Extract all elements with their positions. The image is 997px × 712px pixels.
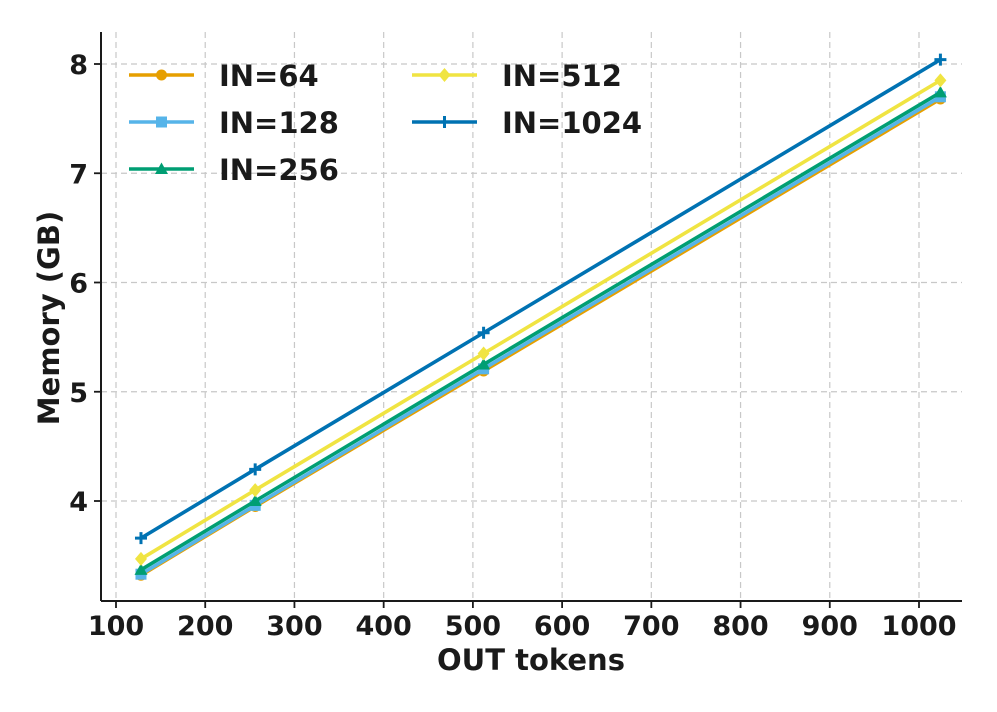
legend: IN=64 IN=128 IN=256 IN=512 IN=1024 [129,59,642,187]
series-line [139,90,943,572]
legend-marker [155,162,168,174]
x-tick-label: 500 [445,611,501,642]
series-lines [134,53,947,581]
y-tick-label: 5 [69,378,88,409]
data-point [134,563,148,575]
axes [100,32,962,602]
y-tick-label: 8 [69,50,88,81]
x-tick-label: 100 [88,611,144,642]
x-tick-label: 200 [177,611,233,642]
x-tick-label: 600 [534,611,590,642]
data-point [933,85,947,98]
series-IN=512 [134,73,947,566]
data-point [248,494,262,506]
legend-item: IN=128 [129,106,339,140]
legend-item: IN=64 [129,59,319,93]
y-tick-label: 6 [69,269,88,300]
y-axis-title: Memory (GB) [32,211,66,425]
data-point [249,463,262,476]
legend-label: IN=256 [219,153,339,187]
x-tick-label: 700 [623,611,679,642]
series-line [139,57,943,540]
x-axis-title: OUT tokens [437,643,625,677]
legend-marker [438,116,451,128]
legend-label: IN=128 [219,106,339,140]
y-ticks: 4 5 6 7 8 [69,50,101,518]
legend-item: IN=1024 [412,106,642,140]
legend-label: IN=512 [502,59,622,93]
legend-marker [438,68,451,82]
legend-label: IN=1024 [502,106,642,140]
x-ticks: 100 200 300 400 500 600 700 800 900 1000 [88,601,957,642]
x-tick-label: 400 [355,611,411,642]
y-tick-label: 7 [69,159,88,190]
x-tick-label: 900 [802,611,858,642]
series-line [139,78,943,561]
data-point [477,346,490,361]
data-point [934,53,947,66]
legend-item: IN=512 [412,59,622,93]
x-tick-label: 1000 [881,611,956,642]
series-IN=1024 [134,53,947,545]
legend-item: IN=256 [129,153,339,187]
data-point [249,483,262,498]
data-point [477,326,490,339]
x-tick-label: 300 [266,611,322,642]
legend-marker [156,116,167,128]
y-tick-label: 4 [69,487,88,518]
legend-label: IN=64 [219,59,319,93]
series-line [139,94,943,576]
data-point [477,357,491,370]
data-point [134,551,147,566]
series-IN=256 [134,85,947,575]
legend-marker [156,69,167,81]
data-point [134,532,147,545]
data-point [934,73,947,88]
x-tick-label: 800 [712,611,768,642]
